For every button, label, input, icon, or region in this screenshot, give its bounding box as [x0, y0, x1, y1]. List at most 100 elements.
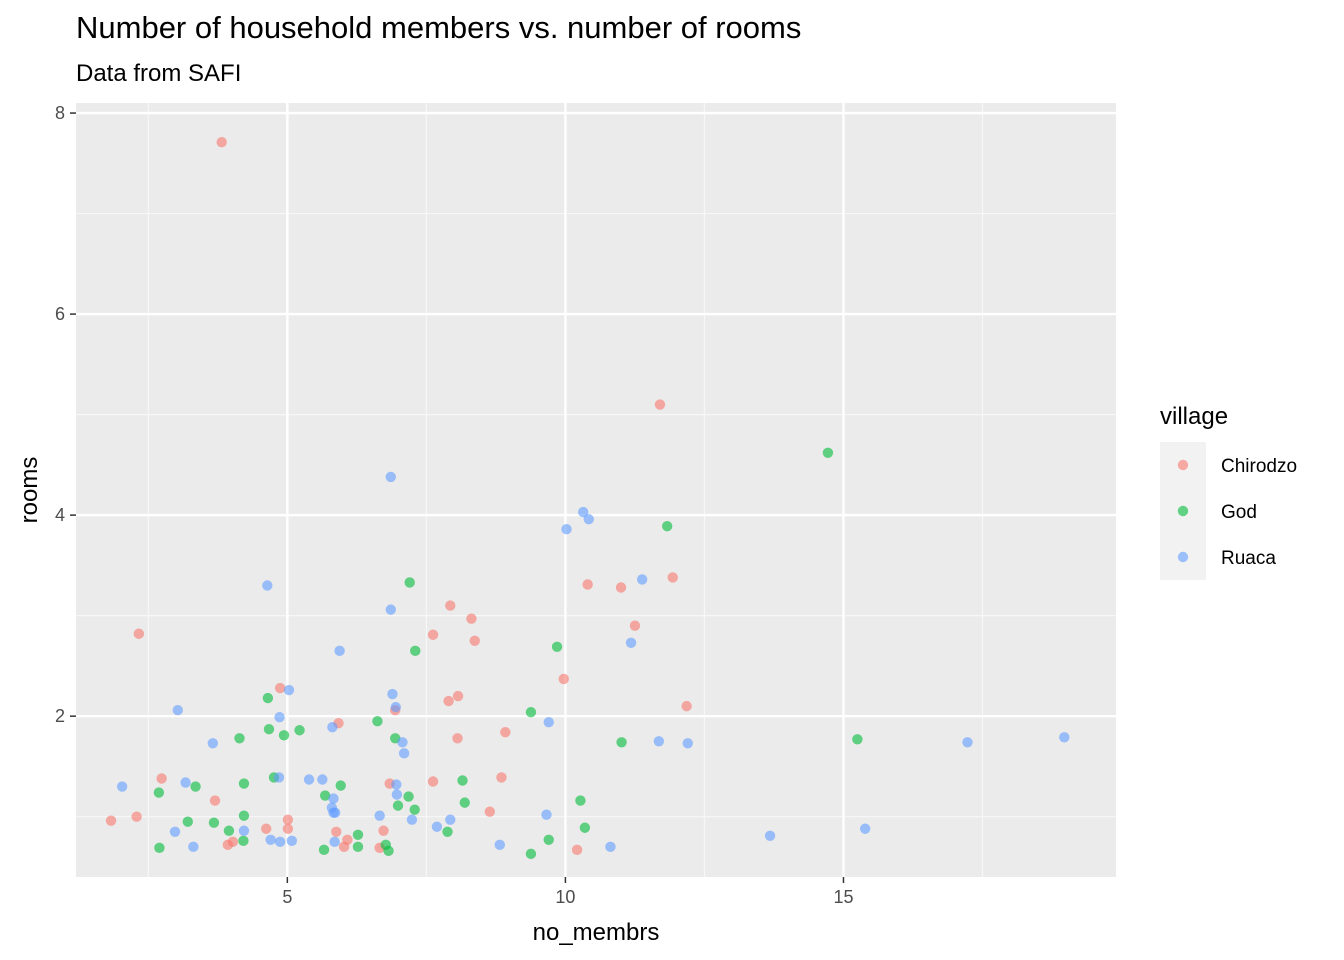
data-point: [263, 724, 275, 735]
data-point: [294, 725, 305, 736]
data-point: [558, 673, 569, 685]
data-point: [303, 774, 315, 785]
data-point: [561, 524, 572, 535]
data-point: [427, 629, 439, 640]
data-point: [469, 635, 480, 646]
data-point: [180, 777, 191, 788]
y-tick-label: 4: [55, 505, 65, 525]
data-point: [374, 810, 385, 821]
data-point: [457, 775, 468, 786]
data-point: [575, 795, 586, 806]
data-point: [409, 804, 420, 815]
data-point: [238, 825, 250, 836]
data-point: [484, 806, 495, 817]
data-point: [445, 814, 456, 825]
data-points: [105, 137, 1070, 860]
data-point: [209, 795, 221, 806]
y-tick-label: 2: [55, 706, 65, 726]
data-point: [274, 836, 286, 848]
data-point: [390, 701, 401, 713]
data-point: [282, 823, 294, 834]
data-point: [352, 841, 364, 853]
y-axis-title: rooms: [16, 457, 43, 524]
data-point: [452, 690, 464, 702]
data-point: [190, 781, 201, 792]
data-point: [442, 826, 453, 837]
data-point: [261, 823, 272, 834]
data-point: [329, 807, 341, 818]
data-point: [238, 778, 250, 789]
data-point: [551, 641, 563, 653]
major-gridlines: [76, 103, 1116, 877]
legend-title: village: [1160, 403, 1228, 430]
data-point: [331, 826, 342, 837]
data-point: [238, 810, 250, 821]
data-point: [335, 780, 346, 791]
data-point: [327, 722, 338, 733]
data-point: [571, 844, 583, 856]
data-point: [445, 600, 456, 611]
data-point: [629, 620, 641, 631]
data-point: [494, 839, 505, 851]
data-point: [406, 814, 418, 825]
y-tick-label: 8: [55, 103, 65, 123]
data-point: [329, 836, 340, 848]
data-point: [207, 738, 219, 749]
data-point: [443, 695, 454, 707]
data-point: [543, 717, 554, 728]
data-point: [319, 790, 331, 801]
data-point: [579, 822, 591, 833]
data-point: [654, 399, 666, 410]
data-point: [661, 520, 673, 532]
data-point: [500, 727, 511, 738]
data-point: [383, 845, 394, 857]
data-point: [385, 471, 396, 483]
plot-panel: [76, 103, 1116, 877]
data-point: [116, 781, 128, 792]
data-point: [541, 809, 552, 820]
data-point: [169, 826, 181, 837]
minor-gridlines: [76, 103, 1116, 877]
legend-label-god: God: [1221, 502, 1257, 523]
x-tick-label: 5: [282, 887, 292, 907]
data-point: [582, 579, 593, 590]
data-point: [222, 839, 234, 851]
x-axis: 5 10 15: [282, 877, 854, 907]
legend-key-chirodzo: [1177, 459, 1189, 471]
data-point: [1059, 732, 1070, 743]
legend-key-god: [1177, 505, 1189, 517]
data-point: [962, 737, 973, 748]
y-axis: 2 4 6 8: [55, 103, 76, 726]
data-point: [605, 841, 616, 853]
data-point: [852, 734, 863, 745]
data-point: [372, 715, 383, 727]
chart-subtitle: Data from SAFI: [76, 60, 242, 87]
data-point: [385, 604, 396, 615]
data-point: [466, 613, 477, 624]
data-point: [496, 772, 507, 783]
data-point: [283, 684, 295, 696]
data-point: [133, 628, 145, 639]
legend: village Chirodzo God Ruaca: [1160, 403, 1297, 580]
data-point: [274, 711, 285, 723]
data-point: [682, 738, 693, 749]
data-point: [387, 688, 398, 700]
data-point: [153, 787, 165, 798]
data-point: [105, 815, 117, 826]
data-point: [273, 772, 285, 783]
data-point: [338, 841, 350, 853]
data-point: [764, 830, 776, 841]
data-point: [616, 737, 627, 748]
data-point: [318, 844, 330, 856]
data-point: [286, 835, 297, 847]
data-point: [822, 447, 834, 459]
data-point: [681, 700, 692, 712]
data-point: [216, 137, 227, 148]
data-point: [262, 580, 273, 591]
legend-key-ruaca: [1177, 551, 1189, 563]
x-tick-label: 15: [833, 887, 853, 907]
data-point: [403, 791, 414, 802]
data-point: [172, 704, 183, 716]
data-point: [410, 645, 421, 657]
